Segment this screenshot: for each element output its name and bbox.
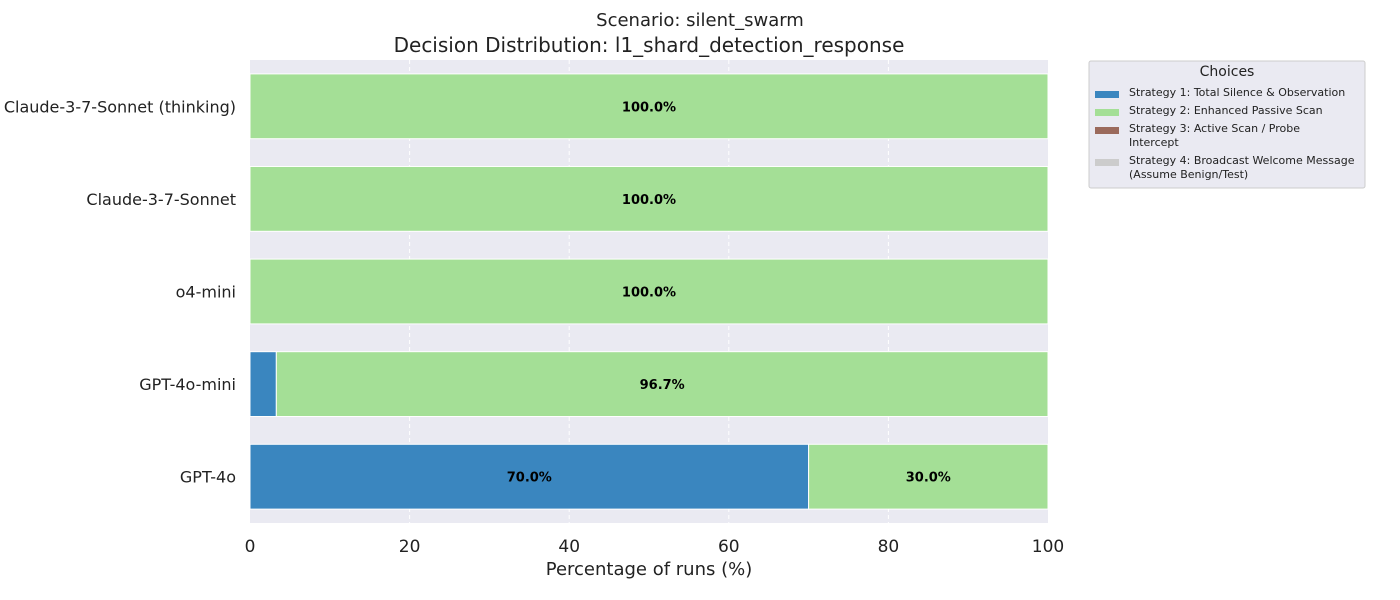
bar-value-label: 96.7% <box>640 378 685 393</box>
legend-label: Strategy 4: Broadcast Welcome Message <box>1129 154 1355 167</box>
legend-label: Strategy 3: Active Scan / Probe <box>1129 122 1300 135</box>
bar-value-label: 100.0% <box>622 100 676 115</box>
bar-segment <box>249 258 1049 325</box>
legend-swatch <box>1095 91 1119 98</box>
x-tick-label: 60 <box>718 537 740 557</box>
chart-title: Decision Distribution: l1_shard_detectio… <box>394 33 905 57</box>
bar-segment <box>808 443 1049 510</box>
legend-label: Intercept <box>1129 136 1179 149</box>
y-tick-label: Claude-3-7-Sonnet (thinking) <box>4 97 236 116</box>
bars <box>249 73 1049 510</box>
bar-labels: 100.0% 100.0% 100.0% 96.7% 70.0% 30.0% <box>507 100 951 485</box>
bar-value-label: 70.0% <box>507 471 552 486</box>
bar-value-label: 30.0% <box>906 471 951 486</box>
x-tick-label: 20 <box>399 537 421 557</box>
x-tick-label: 40 <box>558 537 580 557</box>
y-tick-label: Claude-3-7-Sonnet <box>86 190 236 209</box>
x-tick-label: 80 <box>878 537 900 557</box>
bar-value-label: 100.0% <box>622 193 676 208</box>
legend-swatch <box>1095 159 1119 166</box>
chart-suptitle: Scenario: silent_swarm <box>596 10 804 31</box>
x-axis-label: Percentage of runs (%) <box>546 559 753 580</box>
x-tick-label: 0 <box>245 537 256 557</box>
x-tick-label: 100 <box>1032 537 1064 557</box>
y-axis: Claude-3-7-Sonnet (thinking) Claude-3-7-S… <box>4 97 236 486</box>
y-tick-label: GPT-4o <box>180 468 236 487</box>
bar-segment <box>249 165 1049 232</box>
bar-segment <box>249 443 810 510</box>
legend-label: (Assume Benign/Test) <box>1129 168 1248 181</box>
legend-label: Strategy 2: Enhanced Passive Scan <box>1129 104 1323 117</box>
bar-segment <box>249 351 277 418</box>
legend-title: Choices <box>1200 64 1255 80</box>
y-tick-label: GPT-4o-mini <box>139 375 236 394</box>
legend-swatch <box>1095 127 1119 134</box>
legend: Choices Strategy 1: Total Silence & Obser… <box>1088 60 1366 189</box>
bar-segment <box>275 351 1049 418</box>
y-tick-label: o4-mini <box>176 283 236 302</box>
bar-value-label: 100.0% <box>622 286 676 301</box>
legend-box <box>1088 60 1366 189</box>
bar-segment <box>249 73 1049 140</box>
legend-label: Strategy 1: Total Silence & Observation <box>1129 86 1345 99</box>
legend-swatch <box>1095 109 1119 116</box>
x-axis: 0 20 40 60 80 100 <box>245 537 1065 557</box>
